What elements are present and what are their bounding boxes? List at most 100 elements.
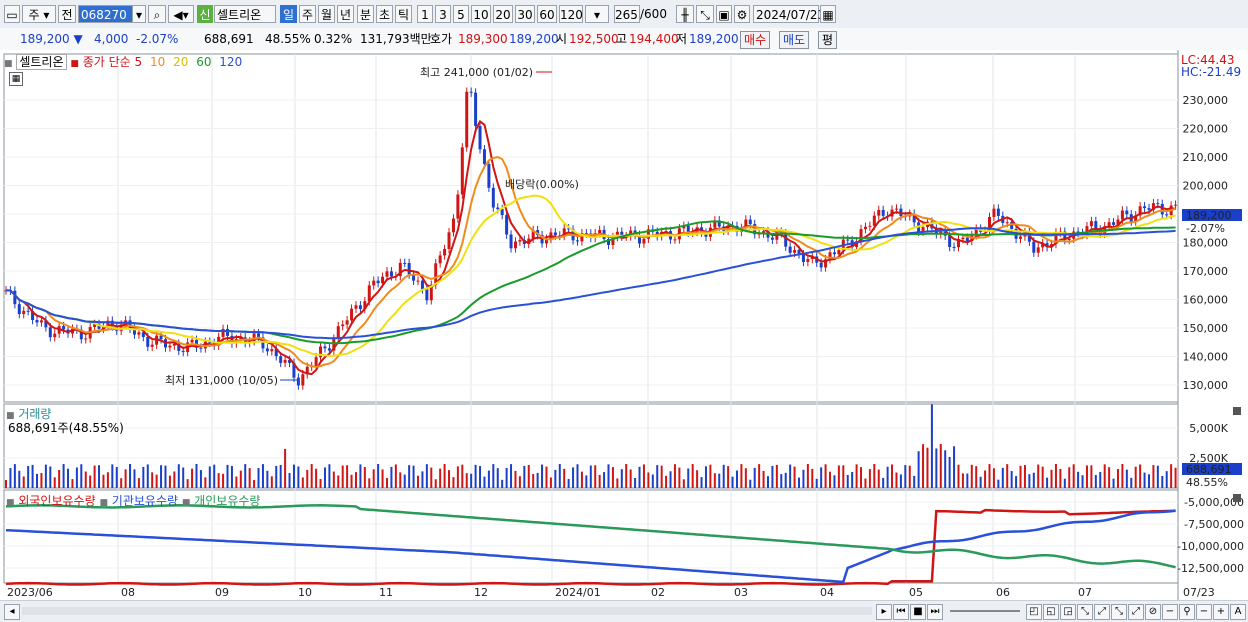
- candle-body: [53, 333, 57, 338]
- open-price: 192,500: [569, 32, 619, 46]
- zoom-out-icon[interactable]: −: [1162, 604, 1178, 620]
- period-month[interactable]: 월: [318, 5, 335, 23]
- volume-bar: [877, 469, 880, 488]
- bottom-scrollbar[interactable]: ◂ ▸ ⏮ ■ ⏭ ◰ ◱ ◲ ⤡ ⤢ ⤡ ⤢ ⊘ − ⚲ − + A: [0, 600, 1248, 622]
- period-year[interactable]: 년: [337, 5, 354, 23]
- drawing-tool-icon[interactable]: ◱: [1043, 604, 1059, 620]
- window-icon[interactable]: ▭: [4, 5, 20, 23]
- holding-legend: ■ 외국인보유수량 ■ 기관보유수량 ■ 개인보유수량: [6, 492, 260, 509]
- interval-20[interactable]: 20: [493, 5, 513, 23]
- eval-button[interactable]: 평: [818, 31, 838, 49]
- save-icon[interactable]: ▣: [716, 5, 732, 23]
- interval-30[interactable]: 30: [515, 5, 535, 23]
- candle-body: [403, 262, 407, 264]
- current-volume-text: 688,691: [1186, 463, 1232, 476]
- volume-bar: [935, 448, 938, 488]
- chart-area[interactable]: 230,000220,000210,000200,000190,000180,0…: [0, 50, 1248, 600]
- period-second[interactable]: 초: [376, 5, 393, 23]
- count-input[interactable]: 265: [614, 5, 640, 23]
- speaker-icon[interactable]: ◀▾: [168, 5, 194, 23]
- volume-bar: [1059, 468, 1062, 488]
- drawing-tool-icon[interactable]: ◰: [1026, 604, 1042, 620]
- first-page-icon[interactable]: ⏮: [893, 604, 909, 620]
- volume-bar: [501, 479, 504, 488]
- x-axis-tick: 2024/01: [555, 586, 601, 599]
- interval-60[interactable]: 60: [537, 5, 557, 23]
- candle-body: [558, 235, 562, 237]
- volume-bar: [948, 457, 951, 488]
- scroll-right-icon[interactable]: ▸: [876, 604, 892, 620]
- interval-1[interactable]: 1: [417, 5, 433, 23]
- font-size-icon[interactable]: A: [1230, 604, 1246, 620]
- volume-bar: [829, 471, 832, 488]
- table-icon[interactable]: ▦: [9, 72, 23, 86]
- candle-body: [110, 320, 114, 327]
- candle-body: [460, 147, 464, 195]
- trend-line-icon[interactable]: ⤢: [1128, 604, 1144, 620]
- candle-body: [531, 230, 535, 239]
- last-page-icon[interactable]: ⏭: [927, 604, 943, 620]
- settings-icon[interactable]: ⚙: [734, 5, 750, 23]
- sell-button[interactable]: 매도: [779, 31, 810, 49]
- period-week[interactable]: 주: [299, 5, 316, 23]
- candle-body: [513, 241, 517, 249]
- volume-bar: [377, 464, 380, 488]
- trend-line-icon[interactable]: ⤡: [1111, 604, 1127, 620]
- current-price-tag: [1182, 209, 1242, 221]
- ma-line-20: [5, 194, 1176, 357]
- drawing-tool-icon[interactable]: ◲: [1060, 604, 1076, 620]
- trend-line-icon[interactable]: ⤢: [1094, 604, 1110, 620]
- volume-bar: [443, 464, 446, 488]
- interval-5[interactable]: 5: [453, 5, 469, 23]
- volume-bar: [58, 470, 61, 488]
- code-dropdown-icon[interactable]: ▾: [132, 5, 146, 23]
- period-day[interactable]: 일: [280, 5, 297, 23]
- volume-bar: [359, 464, 362, 488]
- scroll-track[interactable]: [22, 607, 872, 615]
- candle-body: [1160, 203, 1164, 215]
- volume-bar: [492, 464, 495, 488]
- volume-bar: [239, 470, 242, 488]
- calendar-icon[interactable]: ▦: [820, 5, 836, 23]
- zoom-slider[interactable]: [950, 610, 1020, 612]
- price-y-tick: 160,000: [1183, 294, 1229, 307]
- low-annotation: 최저 131,000 (10/05): [165, 374, 278, 387]
- volume-bar: [913, 475, 916, 488]
- prev-button[interactable]: 전: [58, 5, 76, 23]
- scroll-left-icon[interactable]: ◂: [4, 604, 20, 620]
- minus-icon[interactable]: −: [1196, 604, 1212, 620]
- volume-bar: [315, 468, 318, 488]
- stock-code-input[interactable]: 068270: [78, 5, 138, 23]
- interval-dropdown[interactable]: ▾: [585, 5, 609, 23]
- line-draw-icon[interactable]: ⤡: [696, 5, 714, 23]
- chart-grid: [3, 50, 1179, 600]
- candle-body: [425, 289, 429, 301]
- search-icon[interactable]: ⌕: [148, 5, 166, 23]
- candle-icon[interactable]: ╫: [676, 5, 694, 23]
- volume-bar: [833, 475, 836, 488]
- date-input[interactable]: 2024/07/23: [753, 5, 825, 23]
- interval-10[interactable]: 10: [471, 5, 491, 23]
- interval-3[interactable]: 3: [435, 5, 451, 23]
- candle-body: [1067, 238, 1071, 241]
- period-tick[interactable]: 틱: [395, 5, 412, 23]
- stop-icon[interactable]: ■: [910, 604, 926, 620]
- candle-body: [456, 194, 460, 219]
- volume-bar: [5, 480, 7, 488]
- trend-line-icon[interactable]: ⤡: [1077, 604, 1093, 620]
- lock-icon[interactable]: ⊘: [1145, 604, 1161, 620]
- interval-120[interactable]: 120: [559, 5, 583, 23]
- volume-bar: [106, 472, 109, 488]
- open-label: 시: [556, 32, 568, 46]
- type-select[interactable]: 주 ▾: [22, 5, 56, 23]
- candle-body: [806, 259, 810, 262]
- period-minute[interactable]: 분: [357, 5, 374, 23]
- pane-close-icon[interactable]: [1233, 407, 1241, 415]
- pane-close-icon[interactable]: [1233, 494, 1241, 502]
- buy-button[interactable]: 매수: [740, 31, 771, 49]
- zoom-icon[interactable]: ⚲: [1179, 604, 1195, 620]
- candle-body: [39, 320, 43, 323]
- plus-icon[interactable]: +: [1213, 604, 1229, 620]
- volume-bar: [408, 465, 411, 488]
- volume-bar: [199, 470, 202, 488]
